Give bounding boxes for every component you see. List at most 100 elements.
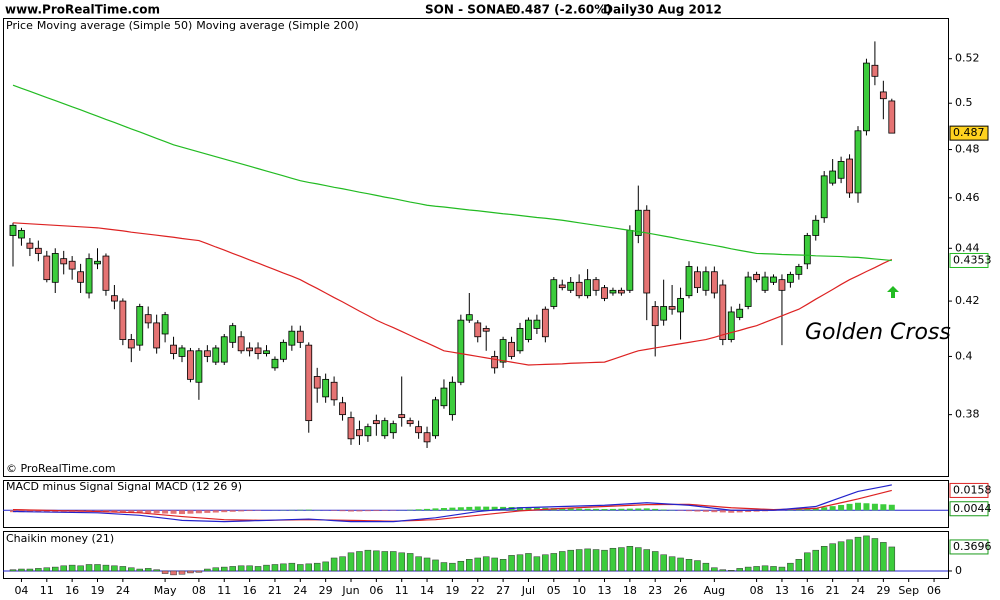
bar	[330, 557, 338, 572]
histogram-bar	[407, 509, 414, 511]
x-tick-label: 13	[775, 584, 789, 597]
candle-body	[94, 260, 101, 265]
bar	[102, 564, 110, 572]
bar	[128, 567, 135, 572]
candle-body	[212, 347, 220, 363]
candle-body	[744, 276, 752, 307]
bar	[68, 564, 76, 572]
bar	[432, 559, 439, 572]
bar	[880, 542, 887, 572]
histogram-bar	[863, 503, 870, 511]
moving-average	[12, 222, 893, 366]
candle-body	[795, 266, 803, 275]
bar	[449, 562, 456, 572]
histogram-bar	[728, 510, 735, 513]
copyright: © ProRealTime.com	[6, 462, 116, 475]
bar	[592, 549, 600, 572]
candle-body	[102, 255, 110, 291]
price-panel	[3, 18, 949, 477]
candle-body	[846, 158, 853, 194]
x-tick-label: 19	[91, 584, 105, 597]
candle-body	[761, 276, 769, 291]
candle-body	[499, 339, 507, 363]
bar	[753, 566, 760, 572]
x-tick-label: Jul	[521, 584, 535, 597]
bar	[854, 536, 862, 572]
bar	[297, 564, 304, 572]
bar	[178, 570, 186, 575]
bar	[212, 567, 220, 572]
candle-body	[26, 242, 34, 249]
bar	[499, 559, 507, 572]
symbol: SON - SONAE	[425, 3, 514, 17]
candle-body	[803, 235, 811, 265]
candle-body	[170, 344, 177, 355]
bar	[347, 552, 355, 572]
bar	[728, 570, 735, 572]
histogram-bar	[829, 506, 836, 511]
bar	[668, 556, 676, 572]
candle-body	[288, 330, 296, 346]
bar	[820, 546, 828, 572]
candle-body	[457, 319, 465, 383]
cross-arrow	[887, 286, 899, 298]
bar	[77, 565, 84, 572]
candle-body	[389, 423, 397, 434]
bar	[254, 566, 262, 572]
histogram-bar	[474, 506, 481, 511]
bar	[305, 563, 312, 572]
value-box	[949, 252, 989, 268]
candle-body	[482, 328, 490, 332]
x-tick-label: 19	[445, 584, 459, 597]
histogram-bar	[559, 508, 566, 511]
x-tick-label: 10	[572, 584, 586, 597]
moving-average	[12, 84, 892, 262]
bar	[618, 547, 625, 572]
value-box-label: 0.0158	[953, 483, 992, 496]
candle-body	[829, 170, 837, 184]
candle-body	[601, 287, 608, 299]
candle-body	[144, 314, 152, 324]
candle-body	[111, 295, 118, 302]
x-tick-label: 11	[40, 584, 54, 597]
bar	[643, 549, 650, 572]
candle-body	[60, 258, 68, 265]
candle-body	[254, 347, 262, 355]
histogram-bar	[686, 510, 692, 512]
bar	[711, 567, 718, 572]
bar	[440, 562, 448, 572]
histogram-bar	[745, 510, 752, 513]
macd-line	[12, 484, 892, 523]
legend-entry: Moving average (Simple 50)	[37, 19, 192, 32]
x-tick-label: 06	[927, 584, 941, 597]
legend-entry: Moving average (Simple 200)	[196, 19, 358, 32]
candle-body	[237, 336, 245, 352]
y-tick-label: 0.46	[955, 191, 980, 204]
x-tick-label: 13	[598, 584, 612, 597]
histogram-bar	[618, 508, 625, 511]
candle-body	[508, 341, 515, 357]
histogram-bar	[660, 509, 667, 511]
candle-body	[558, 284, 566, 289]
y-tick-label: 0	[955, 564, 962, 577]
legend-entry: Signal	[117, 480, 151, 493]
value-box	[949, 539, 989, 555]
histogram-bar	[466, 506, 473, 511]
x-tick-label: 27	[496, 584, 510, 597]
bar	[161, 570, 169, 574]
candle-body	[347, 417, 355, 440]
bar	[153, 569, 160, 572]
x-tick-label: 18	[623, 584, 637, 597]
candle-body	[863, 62, 870, 132]
bar	[567, 549, 574, 572]
bar	[271, 564, 279, 572]
bar	[677, 557, 684, 572]
candle-body	[770, 276, 777, 283]
histogram-bar	[35, 510, 42, 513]
x-tick-label: 16	[800, 584, 814, 597]
bar	[35, 568, 42, 572]
histogram-bar	[102, 510, 109, 512]
x-tick-label: 29	[876, 584, 890, 597]
bar	[736, 568, 743, 572]
